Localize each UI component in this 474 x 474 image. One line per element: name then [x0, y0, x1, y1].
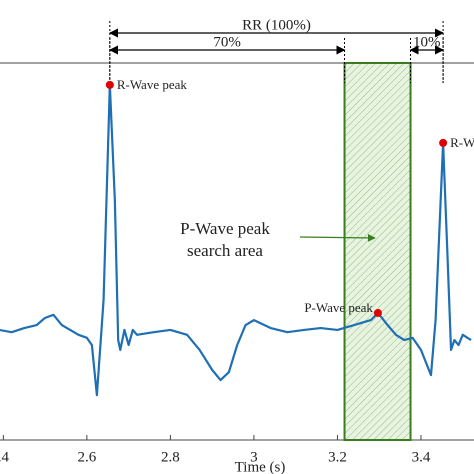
- peak-label: R-W: [450, 135, 474, 150]
- search-region: [343, 62, 412, 441]
- region-label: search area: [187, 241, 263, 260]
- x-axis-label: Time (s): [235, 459, 286, 474]
- span-label: 70%: [213, 34, 241, 50]
- x-tick-label: .4: [0, 449, 9, 465]
- span-label: RR (100%): [242, 17, 311, 33]
- region-label: P-Wave peak: [180, 219, 270, 238]
- x-tick-label: 3: [250, 449, 258, 465]
- ecg-line: [0, 83, 472, 397]
- x-tick-label: 2.6: [77, 449, 96, 465]
- peak-marker: [105, 80, 114, 89]
- peak-label: R-Wave peak: [117, 77, 188, 92]
- span-label: 10%: [413, 34, 441, 50]
- x-tick-label: 3.2: [328, 449, 347, 465]
- x-tick-label: 3.4: [412, 449, 431, 465]
- x-tick-label: 2.8: [161, 449, 180, 465]
- region-arrow: [299, 234, 376, 242]
- peak-label: P-Wave peak: [304, 300, 373, 315]
- peak-marker: [439, 138, 448, 147]
- peak-marker: [373, 308, 382, 317]
